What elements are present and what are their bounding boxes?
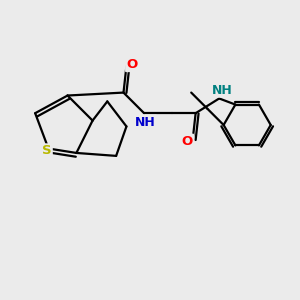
- Text: NH: NH: [212, 84, 232, 97]
- Text: NH: NH: [135, 116, 156, 128]
- Text: O: O: [126, 58, 137, 71]
- Text: S: S: [42, 144, 52, 158]
- Text: O: O: [182, 135, 193, 148]
